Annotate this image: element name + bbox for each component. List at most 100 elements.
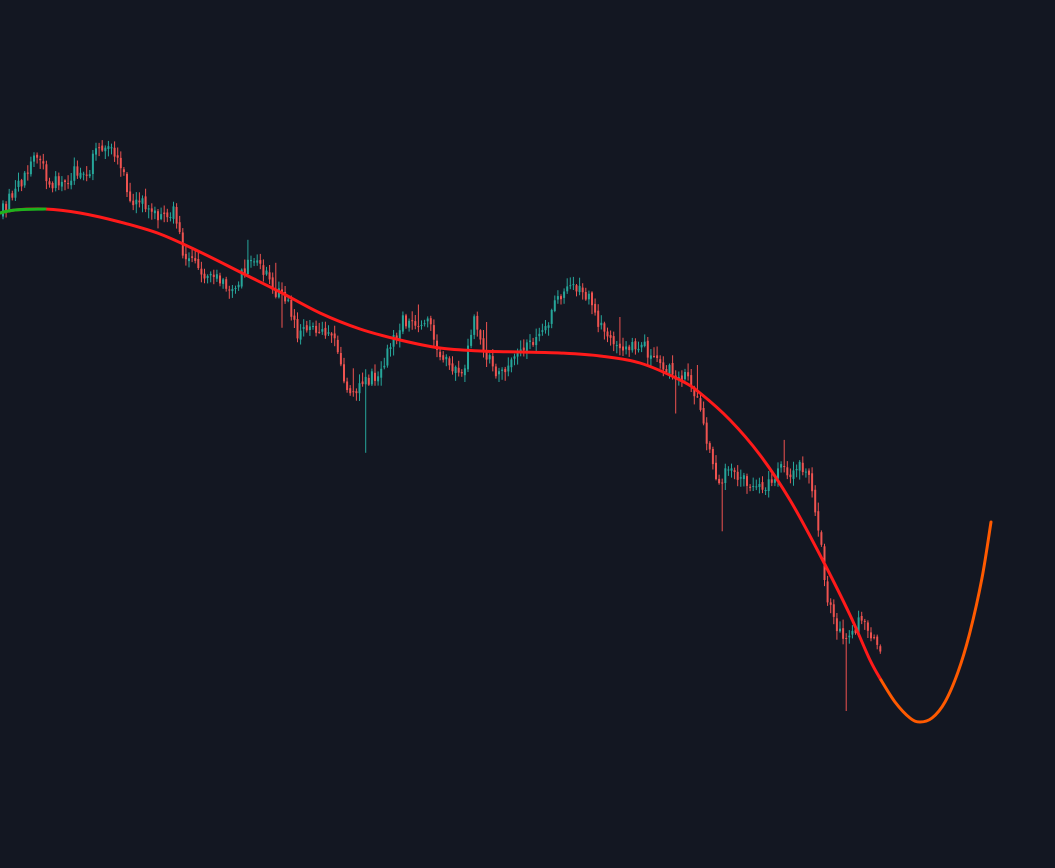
candle-body: [132, 200, 135, 206]
candle-body: [343, 364, 345, 382]
candle-body: [659, 359, 662, 364]
candle-body: [429, 318, 432, 325]
candle-body: [234, 288, 237, 289]
candle-body: [349, 388, 352, 394]
candle-body: [184, 253, 187, 260]
candle-body: [11, 193, 14, 198]
candle-body: [522, 347, 525, 351]
candle-body: [649, 355, 652, 359]
candle-body: [736, 471, 739, 480]
candle-body: [876, 636, 879, 645]
candle-body: [463, 368, 466, 376]
candle-body: [835, 618, 838, 632]
candle-body: [76, 166, 79, 176]
candle-body: [615, 345, 618, 347]
candle-body: [271, 277, 274, 290]
fit-curve-down-segment: [0, 207, 883, 682]
candle-body: [20, 180, 23, 187]
candle-body: [284, 291, 287, 302]
candle-body: [640, 344, 643, 348]
candle-body: [504, 368, 507, 373]
candle-body: [755, 486, 758, 488]
candle-body: [57, 176, 60, 186]
candle-body: [866, 622, 869, 631]
candle-body: [367, 377, 370, 385]
candle-body: [355, 391, 358, 394]
candle-body: [315, 325, 318, 333]
candle-body: [451, 363, 454, 372]
candle-body: [157, 211, 159, 221]
candle-body: [842, 628, 845, 639]
candle-body: [197, 259, 200, 268]
candle-body: [470, 334, 473, 346]
candle-body: [705, 422, 708, 444]
candle-body: [246, 259, 249, 274]
candle-body: [767, 479, 770, 491]
candle-body: [746, 476, 748, 486]
candle-body: [764, 490, 767, 491]
candle-body: [98, 147, 101, 149]
candle-body: [321, 329, 324, 332]
candle-body: [662, 362, 665, 370]
candle-body: [786, 467, 789, 476]
candle-body: [770, 479, 773, 483]
candle-body: [656, 355, 659, 358]
candle-body: [138, 200, 141, 203]
candle-body: [454, 366, 457, 373]
candle-body: [436, 340, 438, 350]
candle-body: [383, 365, 386, 368]
candle-body: [250, 260, 252, 262]
candle-body: [742, 475, 745, 479]
candle-body: [550, 310, 553, 324]
candle-body: [479, 330, 482, 340]
candle-body: [572, 284, 575, 286]
candle-body: [377, 376, 380, 382]
candle-body: [302, 327, 305, 329]
candle-body: [839, 628, 841, 632]
candle-body: [516, 352, 519, 357]
candle-body: [594, 303, 597, 313]
candle-body: [60, 181, 63, 187]
candle-body: [119, 157, 122, 169]
candle-body: [820, 532, 823, 545]
candle-body: [268, 272, 271, 280]
candle-body: [48, 181, 51, 185]
candle-body: [811, 473, 814, 492]
candle-body: [829, 602, 832, 605]
candle-body: [575, 285, 578, 292]
candle-body: [91, 153, 94, 174]
candle-body: [482, 338, 485, 351]
candle-body: [749, 486, 752, 488]
candle-body: [612, 336, 615, 345]
candle-body: [702, 408, 705, 424]
candle-body: [792, 470, 795, 479]
candle-body: [29, 161, 32, 175]
candle-body: [473, 316, 476, 335]
candle-body: [228, 289, 231, 291]
candle-body: [873, 637, 876, 639]
candle-body: [219, 275, 221, 284]
candle-body: [600, 322, 603, 326]
candle-body: [795, 469, 798, 471]
candle-body: [54, 176, 57, 188]
candle-body: [494, 366, 497, 377]
candle-body: [293, 315, 296, 320]
candle-body: [160, 214, 163, 220]
candle-body: [777, 468, 779, 479]
candle-body: [857, 617, 860, 634]
candle-body: [104, 147, 107, 152]
candle-body: [529, 340, 531, 342]
candle-body: [591, 292, 593, 306]
candle-body: [560, 296, 562, 300]
candle-body: [364, 376, 367, 385]
candle-body: [339, 353, 342, 365]
candle-body: [445, 356, 448, 360]
candle-body: [166, 212, 169, 218]
candle-body: [225, 279, 228, 289]
candle-body: [863, 620, 866, 622]
candle-body: [501, 369, 504, 371]
candle-body: [308, 326, 311, 330]
candle-body: [352, 391, 355, 393]
